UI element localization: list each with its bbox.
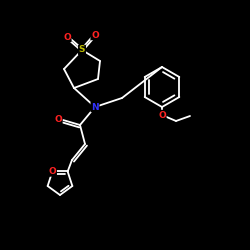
Text: O: O bbox=[91, 30, 99, 40]
Text: O: O bbox=[54, 116, 62, 124]
Text: S: S bbox=[79, 46, 85, 54]
Text: O: O bbox=[63, 32, 71, 42]
Text: N: N bbox=[91, 102, 99, 112]
Text: O: O bbox=[48, 167, 56, 176]
Text: O: O bbox=[158, 110, 166, 120]
